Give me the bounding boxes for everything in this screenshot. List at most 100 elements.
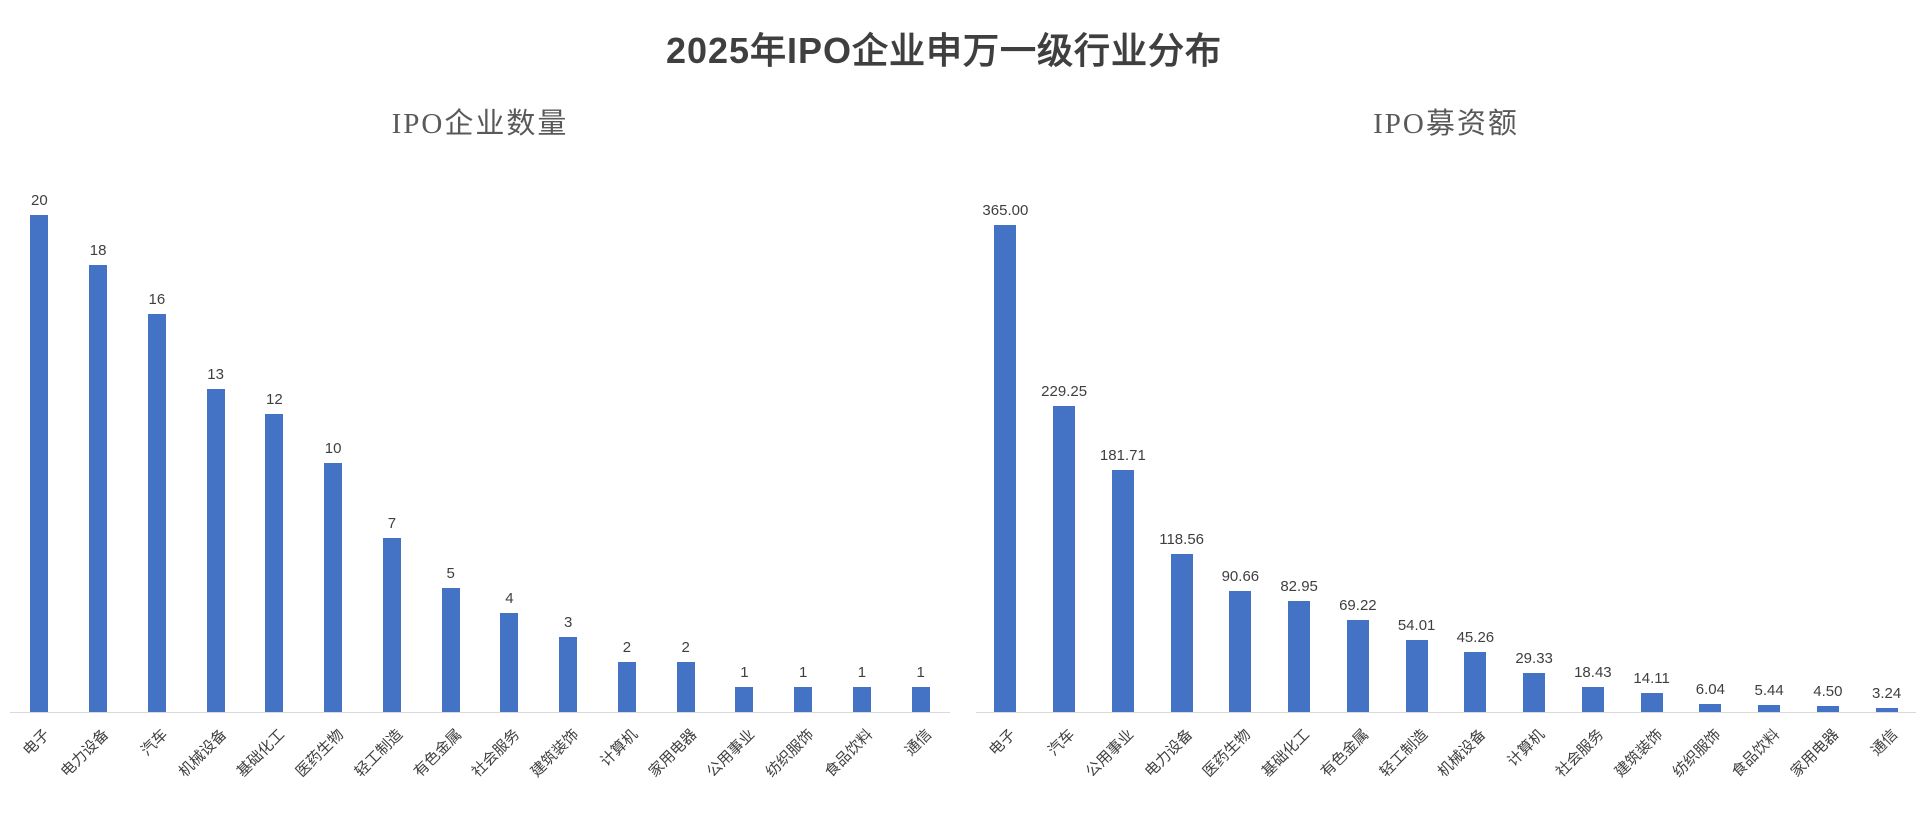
ipo-amount-chart-title: IPO募资额 bbox=[1373, 108, 1519, 140]
bar-column: 4 bbox=[480, 152, 539, 712]
value-label: 18.43 bbox=[1574, 664, 1612, 681]
bar-column: 2 bbox=[598, 152, 657, 712]
ipo-count-category-axis: 电子 电力设备 汽车 机械设备 基础化工 医药生物 轻工制造 有色金属 社会服务 建筑装饰 计算机家… bbox=[10, 716, 950, 820]
bar bbox=[1816, 706, 1839, 712]
bar bbox=[30, 215, 49, 712]
category-label: 机械设备 bbox=[1435, 726, 1490, 781]
value-label: 12 bbox=[266, 391, 283, 408]
value-label: 181.71 bbox=[1099, 447, 1146, 464]
bar-column: 82.95 bbox=[1270, 152, 1329, 712]
bar-column: 13 bbox=[186, 152, 245, 712]
bar-column: 18 bbox=[69, 152, 128, 712]
bar bbox=[617, 662, 636, 712]
bar bbox=[1581, 687, 1604, 712]
bar-column: 229.25 bbox=[1035, 152, 1094, 712]
category-label: 通信 bbox=[901, 726, 935, 760]
value-label: 6.04 bbox=[1695, 681, 1725, 698]
bar-column: 3 bbox=[539, 152, 598, 712]
value-label: 118.56 bbox=[1159, 531, 1204, 548]
page-title: 2025年IPO企业申万一级行业分布 bbox=[665, 30, 1223, 71]
bar bbox=[1405, 640, 1428, 712]
bar-column: 45.26 bbox=[1446, 152, 1505, 712]
bar-column: 1 bbox=[833, 152, 892, 712]
bar-column: 5.44 bbox=[1740, 152, 1799, 712]
category-label: 电力设备 bbox=[57, 726, 113, 781]
bar-column: 54.01 bbox=[1387, 152, 1446, 712]
bar bbox=[994, 225, 1017, 712]
bar-column: 7 bbox=[363, 152, 422, 712]
bar-column: 90.66 bbox=[1211, 152, 1270, 712]
bar bbox=[1288, 601, 1311, 712]
bar bbox=[676, 662, 695, 712]
bar bbox=[1229, 591, 1252, 712]
ipo-count-chart-title: IPO企业数量 bbox=[391, 108, 569, 140]
bar-column: 6.04 bbox=[1681, 152, 1740, 712]
value-label: 7 bbox=[387, 515, 397, 532]
bar bbox=[265, 414, 284, 712]
category-label: 电子 bbox=[986, 726, 1020, 760]
value-label: 3 bbox=[563, 614, 573, 631]
value-label: 5 bbox=[446, 565, 455, 582]
bar-column: 1 bbox=[891, 152, 950, 712]
bar-column: 20 bbox=[10, 152, 69, 712]
bar bbox=[794, 687, 813, 712]
value-label: 5.44 bbox=[1754, 682, 1784, 699]
bar bbox=[1523, 673, 1546, 712]
bar-column: 5 bbox=[421, 152, 480, 712]
bar bbox=[1053, 406, 1076, 712]
value-label: 1 bbox=[857, 664, 867, 681]
ipo-amount-plot-area: 365.00 229.25 181.71 118.56 90.66 82.95 69.22 5… bbox=[976, 152, 1916, 712]
bar bbox=[1875, 708, 1898, 712]
bar bbox=[852, 687, 871, 712]
value-label: 2 bbox=[681, 639, 690, 656]
ipo-count-plot-area: 20 18 16 13 12 10 7 5 4 3 2 2 1 1 1 1 bbox=[10, 152, 950, 712]
bar bbox=[1699, 704, 1722, 712]
value-label: 16 bbox=[148, 291, 166, 308]
value-label: 4 bbox=[505, 590, 514, 607]
value-label: 69.22 bbox=[1339, 597, 1377, 614]
bar bbox=[1640, 693, 1663, 712]
bar-column: 12 bbox=[245, 152, 304, 712]
bar bbox=[1111, 470, 1134, 712]
bar-column: 3.24 bbox=[1857, 152, 1916, 712]
bar bbox=[1758, 705, 1781, 712]
value-label: 90.66 bbox=[1221, 568, 1260, 585]
value-label: 4.50 bbox=[1813, 683, 1843, 700]
bar-column: 181.71 bbox=[1094, 152, 1153, 712]
ipo-count-x-axis bbox=[10, 712, 950, 713]
value-label: 82.95 bbox=[1280, 578, 1318, 595]
ipo-amount-x-axis bbox=[976, 712, 1916, 713]
bar-column: 69.22 bbox=[1329, 152, 1388, 712]
bar-column: 2 bbox=[656, 152, 715, 712]
value-label: 365.00 bbox=[982, 202, 1029, 219]
value-label: 18 bbox=[89, 242, 107, 259]
bar bbox=[1464, 652, 1487, 712]
bar bbox=[441, 588, 460, 712]
value-label: 229.25 bbox=[1041, 383, 1088, 400]
value-label: 2 bbox=[622, 639, 632, 656]
ipo-count-chart: IPO企业数量 20 18 16 13 12 10 7 5 4 3 2 2 1 1 1 1 电子 电力设备 汽车机… bbox=[10, 0, 950, 820]
bar-column: 1 bbox=[715, 152, 774, 712]
bar bbox=[500, 613, 519, 712]
category-label: 建筑装饰 bbox=[527, 726, 583, 781]
value-label: 3.24 bbox=[1872, 685, 1902, 702]
value-label: 10 bbox=[324, 440, 342, 457]
value-label: 20 bbox=[31, 192, 48, 209]
category-label: 通信 bbox=[1867, 726, 1901, 760]
bar-column: 29.33 bbox=[1505, 152, 1564, 712]
bar-column: 18.43 bbox=[1564, 152, 1623, 712]
bar bbox=[89, 265, 108, 712]
value-label: 45.26 bbox=[1456, 629, 1495, 646]
bar-column: 10 bbox=[304, 152, 363, 712]
value-label: 1 bbox=[916, 664, 925, 681]
bar bbox=[911, 687, 930, 712]
bar bbox=[324, 463, 343, 712]
bar bbox=[147, 314, 166, 712]
value-label: 54.01 bbox=[1397, 617, 1436, 634]
bar bbox=[382, 538, 401, 712]
ipo-amount-category-axis: 电子 汽车 公用事业 电力设备 医药生物 基础化工 有色金属 轻工制造 机械设备 计算机 社会服务建… bbox=[976, 716, 1916, 820]
value-label: 1 bbox=[740, 664, 749, 681]
value-label: 29.33 bbox=[1515, 650, 1553, 667]
bar-column: 1 bbox=[774, 152, 833, 712]
